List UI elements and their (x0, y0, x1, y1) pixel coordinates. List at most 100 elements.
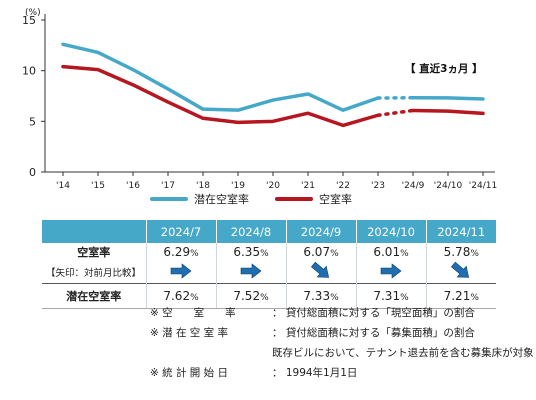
potential-unit: % (470, 293, 479, 303)
vacancy-value: 6.35 (233, 245, 261, 259)
series-line-annual-0 (61, 42, 380, 112)
y-axis-unit: (%) (25, 8, 41, 18)
vacancy-cell: 6.01% (356, 243, 427, 261)
recent-months-annotation: 【 直近3ヵ月 】 (405, 62, 483, 75)
trend-arrow-icon (380, 262, 402, 279)
footnote-key: ※ 空 室 率 (150, 307, 236, 319)
chart-legend: 潜在空室率 空室率 (150, 190, 378, 208)
potential-unit: % (190, 293, 199, 303)
arrow-cell (286, 261, 357, 284)
arrow-shape (451, 261, 470, 278)
footnote-key: ※ 統 計 開 始 日 (150, 367, 228, 379)
y-tick-label: 10 (22, 65, 36, 78)
x-tick-label: '22 (336, 181, 350, 190)
legend-item-vacancy: 空室率 (275, 191, 352, 207)
legend-swatch-potential (150, 197, 188, 201)
arrow-polygon (310, 261, 330, 278)
potential-value: 7.33 (303, 289, 331, 303)
trend-arrow-icon (310, 261, 330, 278)
table-header-blank (42, 220, 147, 243)
potential-cell: 7.52% (216, 283, 287, 309)
vacancy-value: 6.29 (163, 245, 191, 259)
vacancy-unit: % (400, 249, 409, 259)
potential-cell: 7.21% (426, 283, 496, 309)
vacancy-unit: % (470, 249, 479, 259)
y-tick-label: 0 (29, 166, 36, 179)
legend-label-vacancy: 空室率 (319, 193, 352, 206)
potential-cell: 7.31% (356, 283, 427, 309)
x-tick-label: '16 (126, 181, 140, 190)
table-header-cell: 2024/10 (356, 220, 427, 243)
table-header-cell: 2024/7 (146, 220, 217, 243)
table-row-potential: 潜在空室率 7.62% 7.52% 7.33% 7.31% 7.21% (42, 283, 496, 309)
footnote-key: ※ 潜 在 空 室 率 (150, 327, 228, 339)
arrow-polygon (170, 262, 192, 279)
arrow-shape (240, 262, 262, 279)
footnote-potential: ※ 潜 在 空 室 率 ： 貸付総面積に対する「募集面積」の割合 (150, 323, 534, 343)
trend-arrow-icon (451, 261, 470, 278)
table-header-cell: 2024/9 (286, 220, 357, 243)
y-tick-label: 5 (29, 115, 36, 128)
x-tick-label: '15 (91, 181, 105, 190)
footnotes: ※ 空 室 率 ： 貸付総面積に対する「現空面積」の割合 ※ 潜 在 空 室 率… (150, 303, 534, 383)
arrow-cell (216, 261, 287, 284)
x-tick-label: '17 (161, 181, 175, 190)
x-tick-label: '24/10 (434, 181, 463, 190)
x-tick-label: '19 (231, 181, 245, 190)
vacancy-unit: % (260, 249, 269, 259)
potential-unit: % (330, 293, 339, 303)
footnote-value: ： 1994年1月1日 (272, 367, 358, 379)
series-line-gap-1 (376, 108, 415, 118)
legend-item-potential: 潜在空室率 (150, 191, 249, 207)
legend-label-potential: 潜在空室率 (194, 193, 249, 206)
footnote-potential-sub: 既存ビルにおいて、テナント退去前を含む募集床が対象 (150, 343, 534, 363)
table-row-vacancy: 空室率 6.29% 6.35% 6.07% 6.01% 5.78% (42, 243, 496, 261)
arrow-polygon (451, 261, 470, 278)
footnote-subtext: 既存ビルにおいて、テナント退去前を含む募集床が対象 (272, 347, 534, 359)
x-tick-label: '24/11 (469, 181, 497, 190)
vacancy-table: 2024/7 2024/8 2024/9 2024/10 2024/11 空室率… (42, 220, 496, 309)
vacancy-cell: 6.29% (146, 243, 217, 261)
vacancy-cell: 5.78% (426, 243, 496, 261)
footnote-value: ： 貸付総面積に対する「現空面積」の割合 (272, 307, 475, 319)
vacancy-value: 6.07 (303, 245, 331, 259)
table-header-row: 2024/7 2024/8 2024/9 2024/10 2024/11 (42, 220, 496, 243)
row-label-potential: 潜在空室率 (42, 283, 147, 309)
vacancy-value: 6.01 (373, 245, 401, 259)
potential-cell: 7.33% (286, 283, 357, 309)
vacancy-unit: % (330, 249, 339, 259)
x-tick-label: '20 (266, 181, 280, 190)
x-tick-label: '24/9 (402, 181, 425, 190)
arrow-cell (356, 261, 427, 284)
table-header-cell: 2024/11 (426, 220, 496, 243)
row-label-vacancy: 空室率 (42, 243, 147, 261)
row-label-arrow-note: 【矢印：対前月比較】 (42, 261, 147, 284)
potential-cell: 7.62% (146, 283, 217, 309)
x-tick-label: '23 (371, 181, 385, 190)
vacancy-cell: 6.07% (286, 243, 357, 261)
arrow-shape (380, 262, 402, 279)
potential-unit: % (260, 293, 269, 303)
potential-value: 7.62 (163, 289, 191, 303)
arrow-polygon (240, 262, 262, 279)
legend-swatch-vacancy (275, 197, 313, 201)
potential-unit: % (400, 293, 409, 303)
footnote-value: ： 貸付総面積に対する「募集面積」の割合 (272, 327, 475, 339)
potential-value: 7.21 (443, 289, 471, 303)
vacancy-unit: % (190, 249, 199, 259)
x-tick-label: '14 (56, 181, 70, 190)
arrow-shape (310, 261, 330, 278)
trend-arrow-icon (170, 262, 192, 279)
arrow-cell (426, 261, 496, 284)
potential-value: 7.52 (233, 289, 261, 303)
line-chart: 0 5 10 15(%) '14 '15 '16 '17 '18 '19 '20 '21 '22 '23 '… (22, 8, 497, 190)
arrow-cell (146, 261, 217, 284)
trend-arrow-icon (240, 262, 262, 279)
arrow-shape (170, 262, 192, 279)
vacancy-value: 5.78 (443, 245, 471, 259)
series-line-annual-1 (61, 64, 380, 128)
arrow-polygon (380, 262, 402, 279)
series-line-recent-1 (411, 108, 485, 116)
table-header-cell: 2024/8 (216, 220, 287, 243)
x-tick-label: '21 (301, 181, 315, 190)
